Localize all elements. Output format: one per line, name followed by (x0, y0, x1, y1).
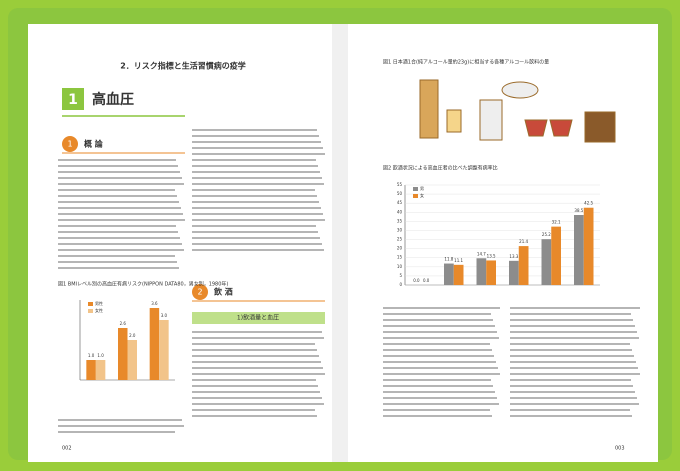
bar (454, 265, 464, 285)
legend-swatch (88, 302, 93, 306)
bar (584, 208, 594, 285)
section-number: 2 (197, 288, 202, 297)
y-tick-label: 15 (397, 255, 403, 260)
bar (477, 258, 487, 285)
bar (551, 227, 561, 285)
y-tick-label: 35 (397, 218, 403, 223)
legend-label: 男性 (95, 300, 103, 306)
y-tick-label: 10 (397, 264, 403, 269)
bar (128, 340, 138, 380)
value-label: 2.6 (120, 321, 127, 326)
section-title: 飲 酒 (213, 287, 233, 297)
bar (96, 360, 106, 380)
value-label: 3.6 (151, 301, 158, 306)
right-page (340, 24, 658, 462)
legend-label: 男 (420, 186, 424, 191)
value-label: 1.0 (97, 353, 104, 358)
bar (150, 308, 160, 380)
y-tick-label: 30 (397, 227, 403, 232)
page-number: 003 (615, 446, 625, 452)
value-label: 3.0 (161, 313, 168, 318)
y-tick-label: 55 (397, 182, 403, 187)
chapter-number: 1 (68, 92, 78, 108)
subsection-title: 1)飲酒量と血圧 (237, 314, 279, 322)
value-label: 11.1 (454, 258, 463, 263)
legend-swatch (413, 194, 418, 198)
bar (519, 246, 529, 285)
section-number: 1 (67, 140, 72, 149)
value-label: 42.5 (584, 201, 593, 206)
value-label: 0.0 (413, 278, 420, 283)
figure-caption: 図1 BMIレベル別の高血圧有病リスク(NIPPON DATA80，男女別，19… (58, 281, 228, 288)
value-label: 25.2 (542, 232, 551, 237)
figure-caption: 図2 飲酒状況による高血圧者の比べた調整有病率比 (383, 165, 498, 172)
value-label: 2.0 (129, 333, 136, 338)
y-tick-label: 50 (397, 191, 403, 196)
spine (332, 24, 348, 462)
book-spread: 2．リスク指標と生活習慣病の疫学 1 高血圧 1 概 論 2 飲 酒 1)飲酒量… (0, 0, 680, 467)
value-label: 38.5 (574, 208, 583, 213)
value-label: 21.4 (519, 239, 528, 244)
y-tick-label: 40 (397, 209, 403, 214)
bar (159, 320, 169, 380)
legend-swatch (88, 309, 93, 313)
value-label: 0.0 (423, 278, 430, 283)
y-tick-label: 20 (397, 246, 403, 251)
y-tick-label: 25 (397, 237, 403, 242)
value-label: 13.5 (487, 253, 496, 258)
bar (118, 328, 128, 380)
bar (542, 239, 552, 285)
value-label: 32.1 (552, 220, 561, 225)
page-number: 002 (62, 446, 72, 452)
legend-swatch (413, 187, 418, 191)
figure-caption: 図1 日本酒1合(純アルコール量約23g)に相当する各種アルコール飲料の量 (383, 59, 549, 66)
chapter-title: 高血圧 (92, 91, 134, 108)
value-label: 13.3 (509, 254, 518, 259)
y-tick-label: 45 (397, 200, 403, 205)
value-label: 14.7 (477, 251, 486, 256)
bar (509, 261, 519, 285)
bar (86, 360, 96, 380)
bar (574, 215, 584, 285)
value-label: 1.0 (88, 353, 95, 358)
section-title: 概 論 (84, 139, 104, 149)
bar (486, 260, 496, 285)
legend-label: 女 (420, 192, 424, 198)
header: 2．リスク指標と生活習慣病の疫学 (120, 61, 246, 71)
value-label: 11.8 (444, 257, 453, 262)
legend-label: 女性 (95, 307, 103, 313)
bar (444, 264, 454, 285)
